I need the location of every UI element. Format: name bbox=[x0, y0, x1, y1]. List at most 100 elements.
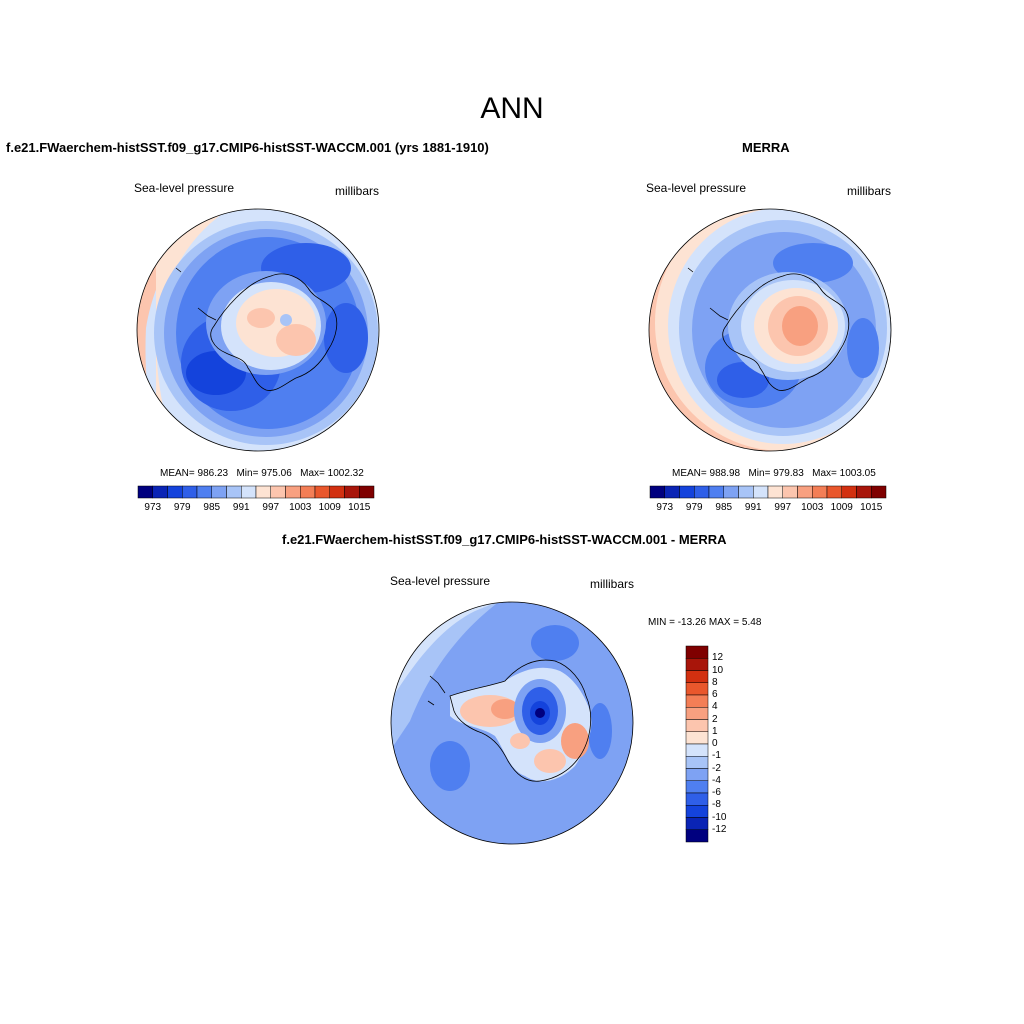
model-colorbar-ticks: 973 979 985 991 997 1003 1009 1015 bbox=[138, 502, 374, 516]
colorbar-tick-label: -8 bbox=[712, 799, 721, 811]
model-colorbar bbox=[137, 485, 375, 499]
colorbar-swatch bbox=[826, 485, 842, 499]
colorbar-swatch bbox=[226, 485, 242, 499]
colorbar-swatch bbox=[685, 658, 709, 671]
colorbar-swatch bbox=[329, 485, 345, 499]
colorbar-swatch bbox=[314, 485, 330, 499]
colorbar-tick-label: 10 bbox=[712, 664, 724, 676]
colorbar-swatch bbox=[359, 485, 375, 499]
colorbar-tick-label: 1 bbox=[712, 725, 718, 737]
colorbar-tick-label: 1015 bbox=[860, 502, 883, 513]
obs-panel-heading: MERRA bbox=[742, 140, 790, 155]
colorbar-tick-label: -1 bbox=[712, 750, 721, 762]
colorbar-tick-label: -6 bbox=[712, 787, 721, 798]
colorbar-swatch bbox=[685, 743, 709, 757]
colorbar-tick-label: 1009 bbox=[318, 502, 341, 513]
obs-variable-label: Sea-level pressure bbox=[646, 181, 747, 195]
colorbar-tick-label: -2 bbox=[712, 762, 721, 774]
colorbar-swatch bbox=[708, 485, 724, 499]
colorbar-tick-label: 979 bbox=[173, 502, 191, 513]
obs-stats: MEAN= 988.98 Min= 979.83 Max= 1003.05 bbox=[672, 468, 876, 479]
obs-min-value: 979.83 bbox=[773, 468, 804, 479]
colorbar-swatch bbox=[738, 485, 754, 499]
colorbar-swatch bbox=[694, 485, 710, 499]
colorbar-tick-label: 1003 bbox=[289, 502, 312, 513]
colorbar-swatch bbox=[797, 485, 813, 499]
colorbar-swatch bbox=[871, 485, 887, 499]
model-units-label: millibars bbox=[335, 184, 380, 198]
colorbar-tick-label: 0 bbox=[712, 738, 718, 749]
colorbar-tick-label: 991 bbox=[232, 502, 250, 513]
model-variable-label: Sea-level pressure bbox=[134, 181, 235, 195]
colorbar-swatch bbox=[685, 768, 709, 781]
colorbar-swatch bbox=[196, 485, 212, 499]
colorbar-tick-label: 4 bbox=[712, 701, 718, 713]
colorbar-swatch bbox=[285, 485, 301, 499]
colorbar-swatch bbox=[812, 485, 828, 499]
figure-title: ANN bbox=[480, 92, 544, 125]
colorbar-tick-label: 1003 bbox=[801, 502, 824, 513]
diff-minmax-text: MIN = -13.26 MAX = 5.48 bbox=[648, 617, 762, 628]
colorbar-swatch bbox=[679, 485, 695, 499]
diff-variable-label: Sea-level pressure bbox=[390, 574, 491, 588]
model-polar-map bbox=[136, 208, 380, 452]
model-min-value: 975.06 bbox=[261, 468, 292, 479]
colorbar-swatch bbox=[137, 485, 153, 499]
colorbar-swatch bbox=[685, 756, 709, 769]
model-max-value: 1002.32 bbox=[327, 468, 364, 479]
colorbar-tick-label: 979 bbox=[685, 502, 703, 513]
obs-mean-value: 988.98 bbox=[709, 468, 741, 479]
colorbar-tick-label: -4 bbox=[712, 774, 721, 786]
colorbar-swatch bbox=[685, 780, 709, 794]
colorbar-swatch bbox=[685, 731, 709, 745]
colorbar-swatch bbox=[685, 707, 709, 720]
colorbar-tick-label: 991 bbox=[744, 502, 762, 513]
colorbar-tick-label: -10 bbox=[712, 811, 727, 823]
colorbar-tick-label: -12 bbox=[712, 823, 727, 835]
colorbar-swatch bbox=[685, 694, 709, 708]
colorbar-tick-label: 973 bbox=[144, 502, 162, 513]
colorbar-tick-label: 997 bbox=[774, 502, 792, 513]
colorbar-swatch bbox=[211, 485, 227, 499]
model-stats: MEAN= 986.23 Min= 975.06 Max= 1002.32 bbox=[160, 468, 364, 479]
colorbar-tick-label: 1015 bbox=[348, 502, 371, 513]
colorbar-swatch bbox=[685, 829, 709, 843]
diff-colorbar bbox=[685, 645, 709, 843]
colorbar-swatch bbox=[255, 485, 271, 499]
diff-colorbar-ticks: 12 10 8 6 4 2 1 0 -1 -2 -4 -6 -8 -10 -12 bbox=[712, 646, 752, 842]
colorbar-swatch bbox=[685, 670, 709, 683]
obs-units-label: millibars bbox=[847, 184, 892, 198]
colorbar-tick-label: 973 bbox=[656, 502, 674, 513]
model-panel-heading: f.e21.FWaerchem-histSST.f09_g17.CMIP6-hi… bbox=[6, 140, 489, 155]
colorbar-tick-label: 8 bbox=[712, 676, 718, 688]
colorbar-tick-label: 985 bbox=[715, 502, 733, 513]
diff-polar-map bbox=[390, 601, 634, 845]
colorbar-swatch bbox=[664, 485, 680, 499]
colorbar-swatch bbox=[767, 485, 783, 499]
colorbar-swatch bbox=[685, 719, 709, 732]
colorbar-swatch bbox=[782, 485, 798, 499]
colorbar-swatch bbox=[649, 485, 665, 499]
colorbar-swatch bbox=[685, 645, 709, 659]
colorbar-tick-label: 985 bbox=[203, 502, 221, 513]
obs-polar-map bbox=[648, 208, 892, 452]
colorbar-swatch bbox=[270, 485, 286, 499]
colorbar-swatch bbox=[685, 682, 709, 696]
diff-units-label: millibars bbox=[590, 577, 635, 591]
colorbar-tick-label: 12 bbox=[712, 652, 724, 664]
model-mean-value: 986.23 bbox=[197, 468, 229, 479]
colorbar-swatch bbox=[300, 485, 316, 499]
colorbar-swatch bbox=[685, 805, 709, 818]
colorbar-swatch bbox=[152, 485, 168, 499]
colorbar-swatch bbox=[167, 485, 183, 499]
colorbar-swatch bbox=[723, 485, 739, 499]
colorbar-tick-label: 2 bbox=[712, 713, 718, 725]
diff-panel-heading: f.e21.FWaerchem-histSST.f09_g17.CMIP6-hi… bbox=[282, 532, 727, 547]
colorbar-swatch bbox=[685, 817, 709, 830]
obs-colorbar-ticks: 973 979 985 991 997 1003 1009 1015 bbox=[650, 502, 886, 516]
colorbar-swatch bbox=[344, 485, 360, 499]
obs-colorbar bbox=[649, 485, 887, 499]
colorbar-swatch bbox=[182, 485, 198, 499]
colorbar-swatch bbox=[856, 485, 872, 499]
colorbar-swatch bbox=[241, 485, 257, 499]
